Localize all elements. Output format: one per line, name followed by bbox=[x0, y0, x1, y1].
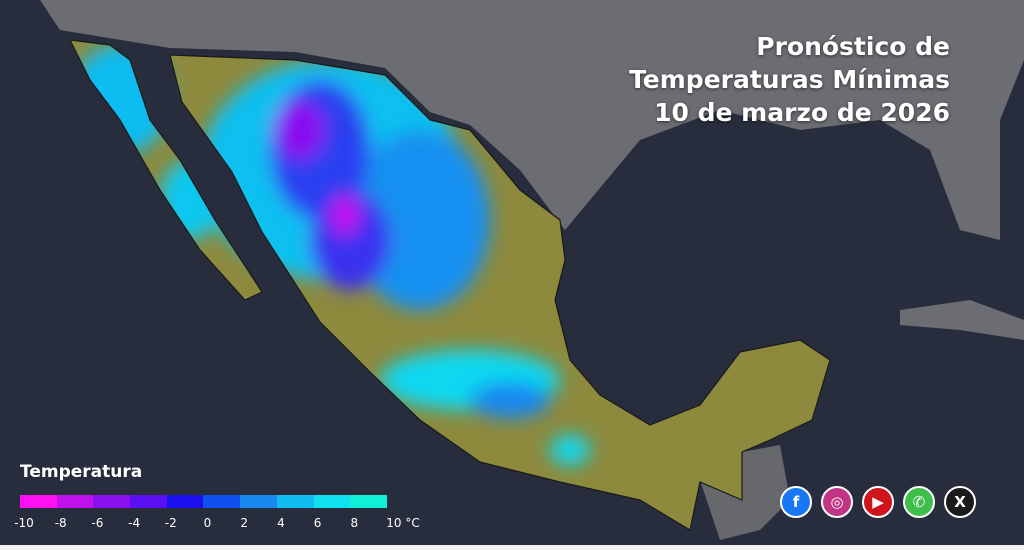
legend-swatch bbox=[350, 495, 387, 508]
legend-swatch bbox=[93, 495, 131, 508]
legend-ticks: -10 -8 -6 -4 -2 0 2 4 6 8 10 °C bbox=[12, 516, 422, 534]
legend-tick: 8 bbox=[350, 516, 359, 530]
map-title: Pronóstico de Temperaturas Mínimas 10 de… bbox=[629, 30, 950, 129]
title-line-3: 10 de marzo de 2026 bbox=[654, 98, 950, 127]
legend-tick: -10 bbox=[14, 516, 34, 530]
legend-tick: -2 bbox=[164, 516, 177, 530]
bottom-strip bbox=[0, 545, 1024, 550]
legend-title: Temperatura bbox=[20, 462, 143, 482]
legend-swatch bbox=[313, 495, 351, 508]
facebook-icon[interactable]: f bbox=[780, 486, 812, 518]
usa-land bbox=[40, 0, 1024, 240]
legend-tick: -4 bbox=[128, 516, 141, 530]
cuba-land bbox=[900, 300, 1024, 340]
legend-tick: -8 bbox=[54, 516, 67, 530]
legend-swatch bbox=[203, 495, 241, 508]
social-links: f ◎ ▶ ✆ X bbox=[780, 486, 976, 518]
youtube-icon[interactable]: ▶ bbox=[862, 486, 894, 518]
legend-swatch bbox=[56, 495, 94, 508]
title-line-1: Pronóstico de bbox=[756, 32, 950, 61]
legend-swatch bbox=[20, 495, 57, 508]
legend-swatch bbox=[166, 495, 204, 508]
legend-tick: 4 bbox=[277, 516, 285, 530]
legend-swatch bbox=[240, 495, 277, 508]
instagram-icon[interactable]: ◎ bbox=[821, 486, 853, 518]
legend-tick: 6 bbox=[313, 516, 322, 530]
x-icon[interactable]: X bbox=[944, 486, 976, 518]
title-line-2: Temperaturas Mínimas bbox=[629, 65, 950, 94]
legend-swatch bbox=[130, 495, 167, 508]
legend-tick: 0 bbox=[203, 516, 212, 530]
legend-tick: 10 °C bbox=[386, 516, 420, 530]
legend-tick: -6 bbox=[91, 516, 104, 530]
color-scale bbox=[20, 495, 387, 508]
whatsapp-icon[interactable]: ✆ bbox=[903, 486, 935, 518]
legend-tick: 2 bbox=[240, 516, 249, 530]
legend-swatch bbox=[276, 495, 314, 508]
